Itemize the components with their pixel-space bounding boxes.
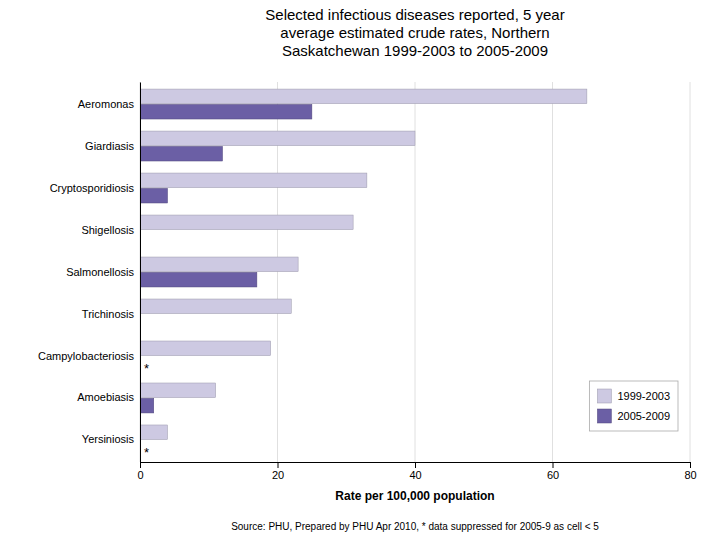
- x-tick-mark: [278, 462, 279, 468]
- legend-swatch: [597, 389, 611, 403]
- y-axis: Aeromonas Giardiasis Cryptosporidiosis Shig…: [38, 83, 140, 463]
- legend-label: 2005-2009: [617, 410, 670, 422]
- x-tick-label: 80: [684, 469, 696, 481]
- bar: [140, 188, 168, 203]
- series: [140, 89, 587, 440]
- bar: [140, 398, 154, 413]
- y-tick-label: Salmonellosis: [66, 266, 134, 278]
- grid-line: [552, 82, 553, 462]
- x-tick: 20: [272, 462, 284, 481]
- grid: [140, 82, 690, 462]
- y-tick: Cryptosporidiosis: [50, 182, 140, 194]
- y-tick: Campylobacteriosis: [38, 349, 140, 361]
- title-line: Selected infectious diseases reported, 5…: [265, 6, 564, 23]
- y-tick-label: Giardiasis: [85, 140, 134, 152]
- y-tick: Giardiasis: [85, 140, 140, 152]
- plot: 0 20 40 60 80 Aeromonas Giardiasis Cryptosporid…: [38, 82, 697, 503]
- bar: [140, 146, 223, 161]
- title-line: average estimated crude rates, Northern: [280, 24, 549, 41]
- bars: [140, 89, 587, 440]
- y-tick: Trichinosis: [82, 308, 140, 320]
- bar: [140, 131, 415, 146]
- grid-line: [690, 82, 691, 462]
- x-tick-label: 0: [137, 469, 143, 481]
- chart: Selected infectious diseases reported, 5…: [0, 0, 720, 540]
- bar: [140, 299, 291, 314]
- legend-item: 2005-2009: [597, 409, 670, 423]
- legend-frame: [589, 381, 678, 431]
- x-tick-label: 20: [272, 469, 284, 481]
- title-line: Saskatchewan 1999-2003 to 2005-2009: [282, 42, 548, 59]
- bar: [140, 383, 216, 398]
- x-axis: 0 20 40 60 80: [137, 462, 696, 481]
- grid-line: [140, 82, 141, 462]
- annotation: *: [144, 445, 149, 460]
- y-tick: Amoebiasis: [77, 391, 140, 403]
- y-tick: Salmonellosis: [66, 266, 140, 278]
- bar: [140, 272, 257, 287]
- x-axis-label: Rate per 100,000 population: [335, 489, 494, 503]
- legend-item: 1999-2003: [597, 389, 670, 403]
- bar: [140, 173, 367, 188]
- series: [140, 104, 312, 413]
- title: Selected infectious diseases reported, 5…: [265, 6, 564, 59]
- legend-label: 1999-2003: [617, 390, 670, 402]
- y-tick-label: Cryptosporidiosis: [50, 182, 135, 194]
- bar: [140, 215, 353, 230]
- source: Source: PHU, Prepared by PHU Apr 2010, *…: [231, 521, 599, 532]
- legend-swatch: [597, 409, 611, 423]
- bar: [140, 104, 312, 119]
- x-tick-mark: [553, 462, 554, 468]
- y-tick-label: Trichinosis: [82, 308, 135, 320]
- bar: [140, 89, 587, 104]
- y-tick: Yersiniosis: [82, 433, 140, 445]
- y-tick: Aeromonas: [78, 98, 140, 110]
- annotation: *: [144, 361, 149, 376]
- y-tick: Shigellosis: [81, 224, 140, 236]
- y-tick-label: Aeromonas: [78, 98, 135, 110]
- y-axis-line: [140, 83, 141, 463]
- legend: 1999-2003 2005-2009: [589, 381, 678, 431]
- x-axis-line: [141, 463, 691, 469]
- x-tick-mark: [140, 462, 141, 468]
- x-tick: 60: [547, 462, 559, 481]
- y-tick-label: Shigellosis: [81, 224, 134, 236]
- x-tick: 80: [684, 462, 696, 481]
- y-tick-label: Amoebiasis: [77, 391, 134, 403]
- y-tick-label: Campylobacteriosis: [38, 349, 134, 361]
- x-tick: 0: [137, 462, 143, 481]
- bar: [140, 257, 298, 272]
- x-tick-label: 60: [547, 469, 559, 481]
- x-tick-label: 40: [409, 469, 421, 481]
- x-tick-mark: [690, 462, 691, 468]
- x-tick-mark: [415, 462, 416, 468]
- bar: [140, 341, 271, 356]
- y-tick-label: Yersiniosis: [82, 433, 135, 445]
- bar: [140, 425, 168, 440]
- x-tick: 40: [409, 462, 421, 481]
